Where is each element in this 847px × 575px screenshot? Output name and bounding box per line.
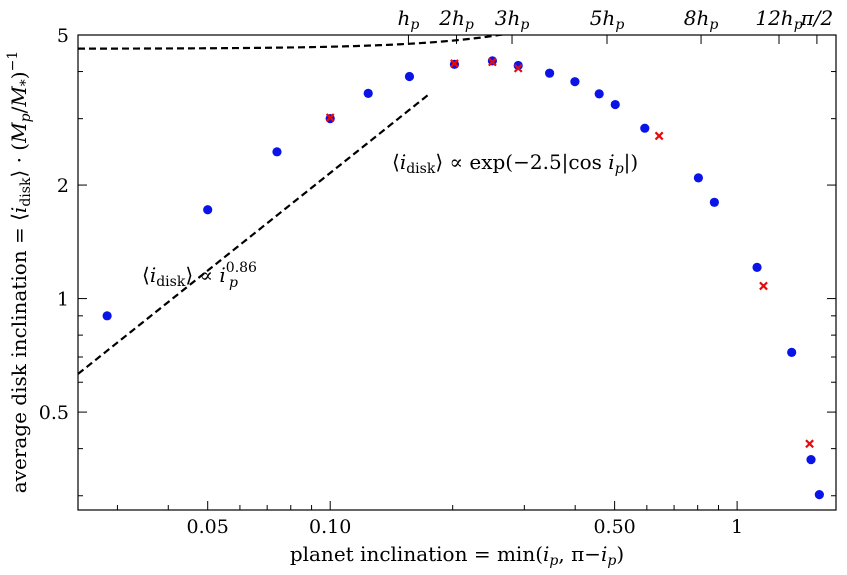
y-tick-label: 1	[57, 289, 69, 311]
top-tick-label: 12hp	[755, 6, 802, 33]
y-axis-title: average disk inclination = ⟨idisk⟩ · (Mp…	[5, 51, 34, 494]
top-tick-label: 3hp	[495, 6, 530, 33]
data-point-cross	[513, 63, 523, 73]
data-point-circle	[752, 262, 762, 272]
x-tick-label: 0.10	[309, 516, 351, 538]
x-tick-label: 1	[731, 516, 743, 538]
fit-curves	[78, 35, 507, 375]
plot-frame	[77, 34, 837, 511]
annotation-power-law: ⟨idisk⟩ ∝ i0.86 p	[142, 260, 257, 291]
data-point-cross	[805, 439, 814, 449]
top-tick-label: 5hp	[590, 6, 625, 33]
data-point-cross	[654, 131, 664, 141]
data-point-circle	[806, 455, 816, 465]
data-point-cross	[450, 59, 459, 68]
data-point-circle	[594, 89, 604, 99]
x-tick-label: 0.05	[187, 516, 229, 538]
data-point-circle	[640, 123, 650, 133]
data-point-circle	[404, 71, 415, 82]
annotation-exp-law: ⟨idisk⟩ ∝ exp(−2.5|cos ip|)	[392, 150, 638, 177]
data-point-circle	[203, 205, 213, 215]
top-tick-label: 8hp	[684, 6, 719, 33]
data-points	[102, 56, 824, 500]
data-point-circle	[513, 60, 523, 71]
data-point-circle	[610, 99, 620, 110]
fit-curve-power	[78, 93, 430, 375]
fit-curve-exp	[78, 35, 507, 50]
y-tick-label: 5	[57, 25, 69, 47]
x-tick-label: 0.50	[593, 516, 635, 538]
data-point-cross	[759, 281, 768, 291]
data-point-circle	[545, 68, 555, 78]
ticks-layer	[78, 34, 836, 510]
data-point-circle	[814, 490, 824, 500]
data-point-circle	[693, 173, 703, 183]
data-point-cross	[488, 57, 497, 67]
x-axis-title: planet inclination = min(ip, π−ip)	[290, 542, 624, 569]
data-point-circle	[709, 197, 719, 207]
data-point-cross	[325, 113, 335, 122]
top-tick-label: hp	[398, 6, 420, 33]
data-point-circle	[363, 88, 373, 99]
data-point-circle	[570, 77, 580, 87]
data-point-circle	[787, 347, 797, 357]
y-tick-label: 0.5	[39, 402, 69, 424]
data-point-circle	[102, 311, 112, 321]
y-tick-label: 2	[57, 175, 69, 197]
top-tick-label: 2hp	[438, 6, 474, 33]
top-tick-label: π/2	[800, 6, 834, 30]
data-point-circle	[272, 147, 282, 157]
